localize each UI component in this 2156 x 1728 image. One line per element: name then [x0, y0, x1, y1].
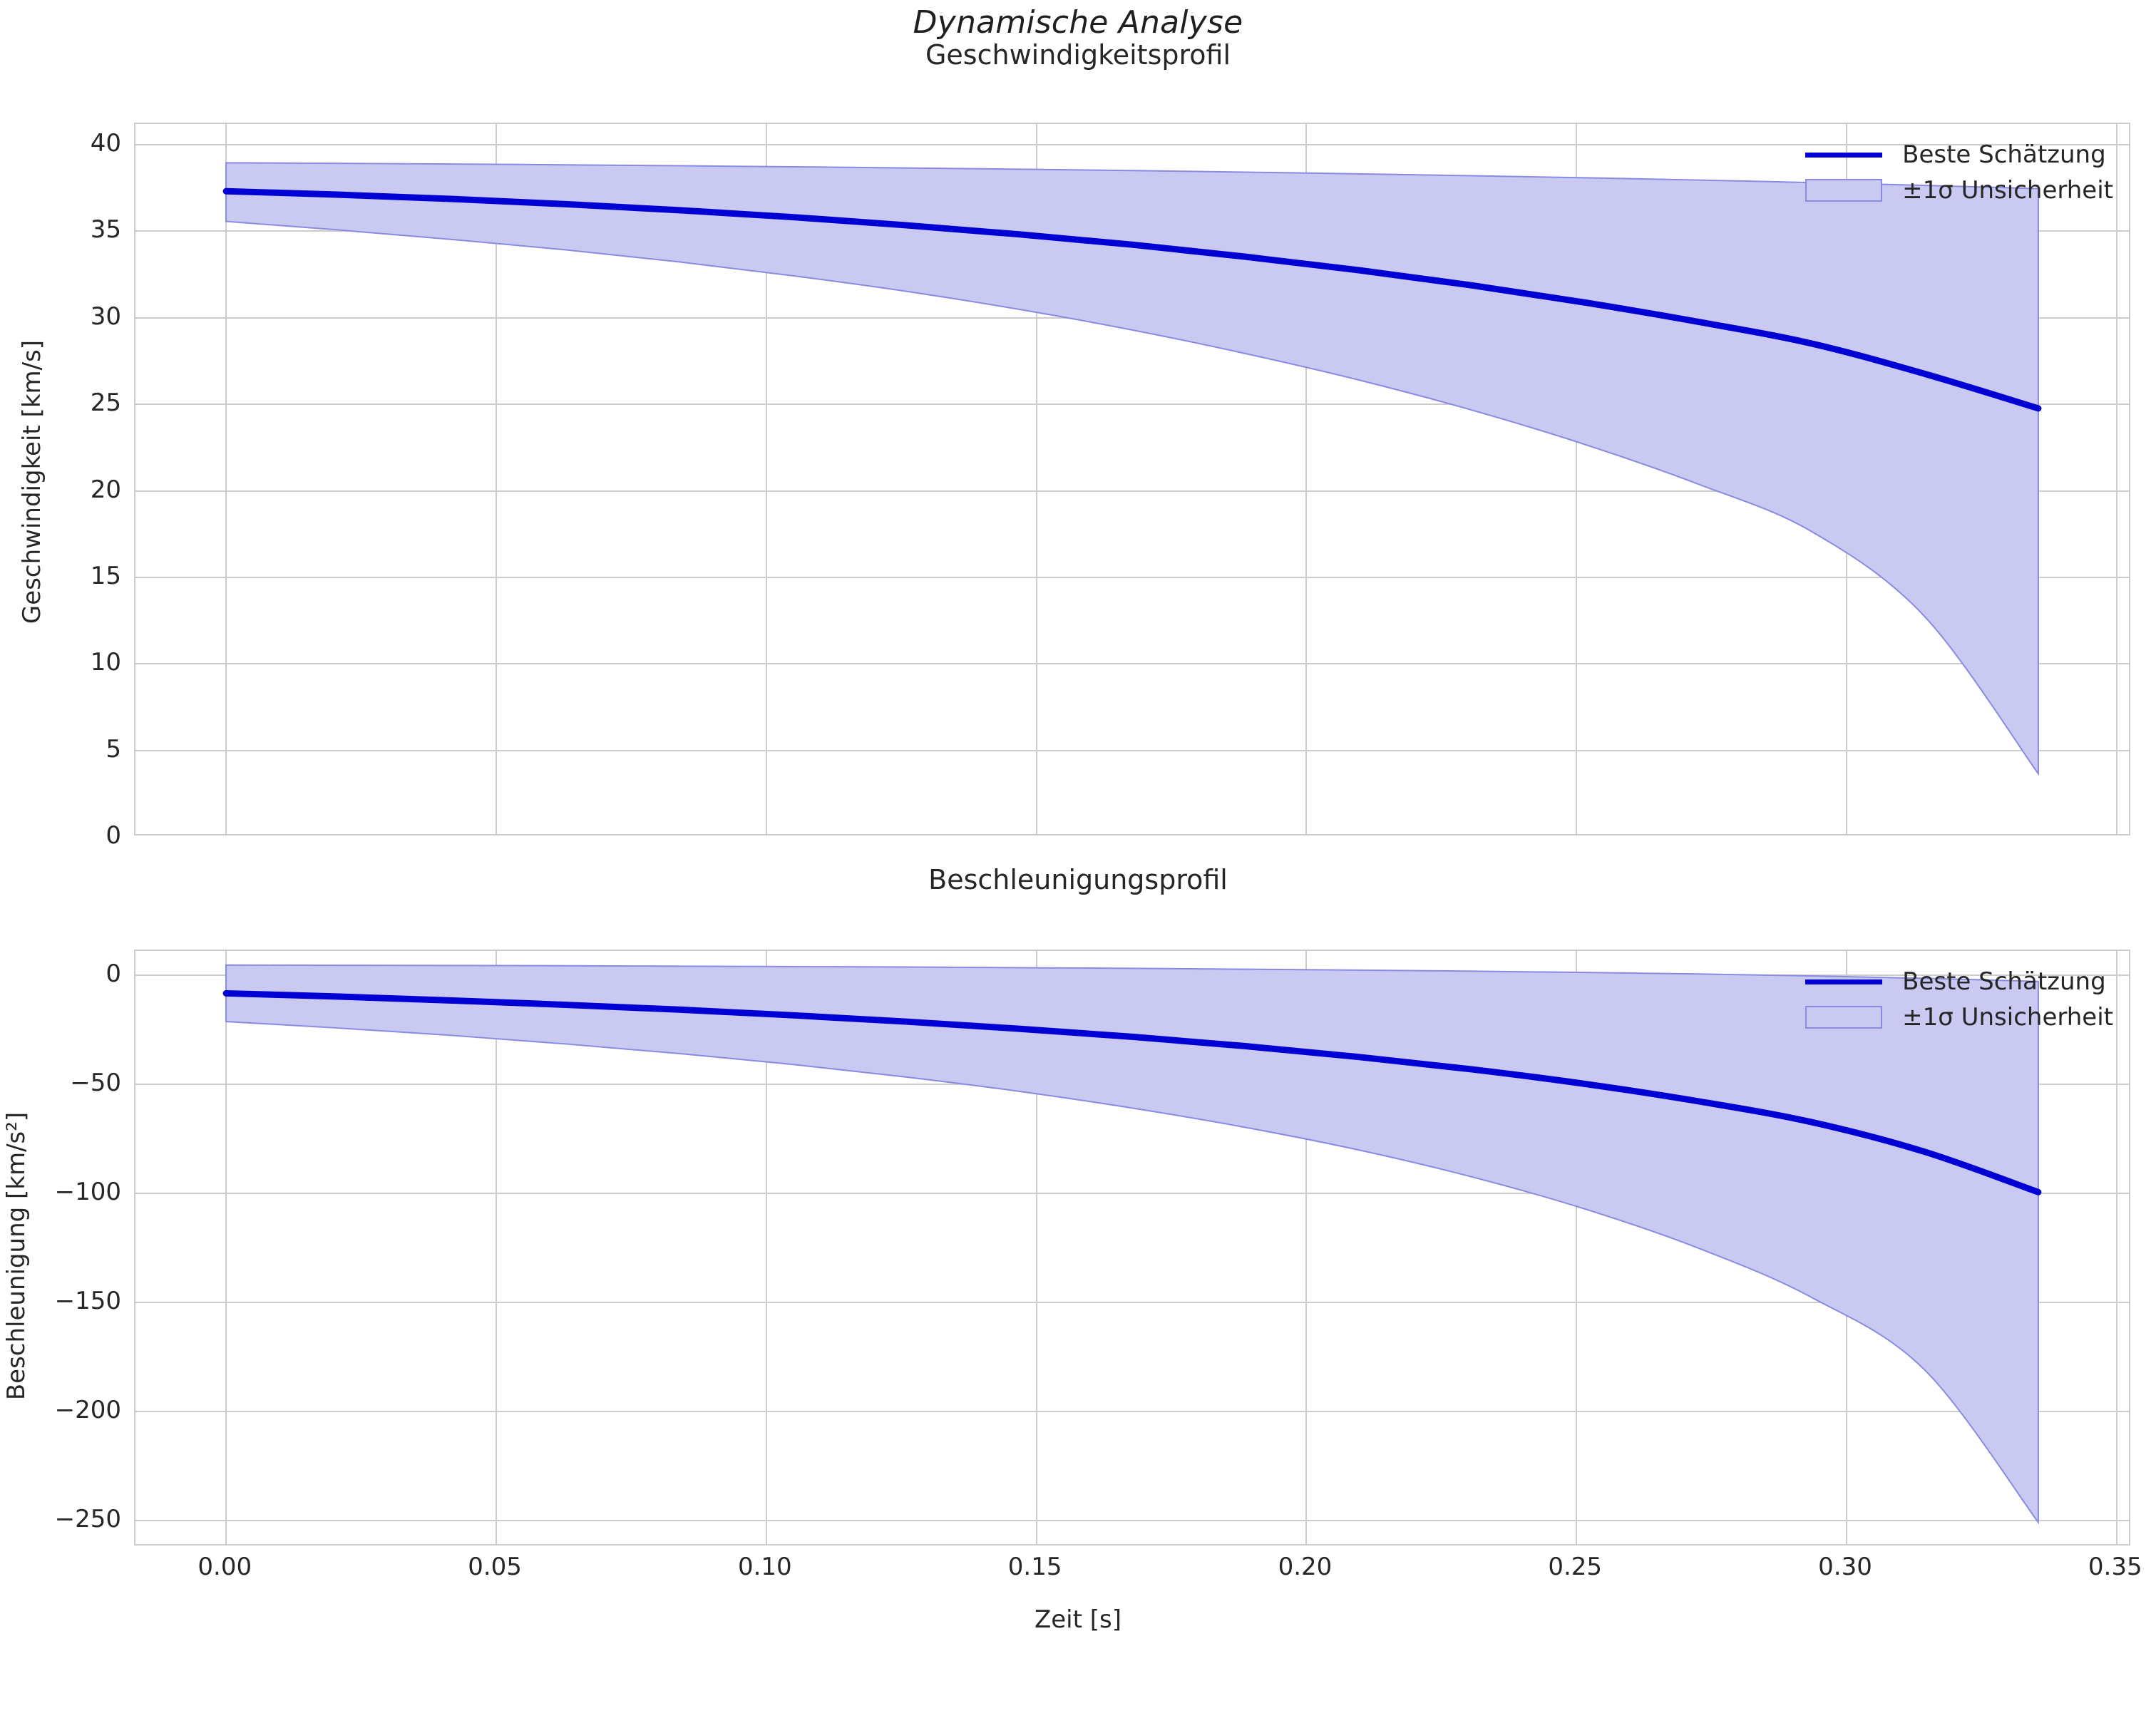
y-tick-label: 25: [90, 389, 121, 418]
gridline-horizontal: [135, 1411, 2129, 1413]
legend-line-label: Beste Schätzung: [1902, 140, 2106, 169]
gridline-vertical: [2115, 951, 2118, 1544]
legend-row-band: ±1σ Unsicherheit: [1801, 173, 2113, 208]
x-tick-label: 0.20: [1278, 1553, 1333, 1581]
acceleration-curves: [222, 964, 2042, 1525]
gridline-horizontal: [135, 1192, 2129, 1194]
gridline-vertical: [1305, 124, 1308, 834]
x-tick-label: 0.10: [737, 1553, 792, 1581]
legend-line-swatch: [1801, 967, 1886, 996]
legend-velocity: Beste Schätzung ±1σ Unsicherheit: [1790, 130, 2125, 217]
gridline-horizontal: [135, 403, 2129, 406]
figure-suptitle: Dynamische Analyse: [913, 4, 1243, 41]
legend-row-line: Beste Schätzung: [1801, 964, 2113, 999]
y-tick-label: 30: [90, 302, 121, 331]
gridline-vertical: [765, 124, 767, 834]
gridline-vertical: [496, 951, 498, 1544]
gridline-horizontal: [135, 490, 2129, 492]
y-tick-label: −50: [70, 1068, 121, 1097]
y-axis-label-acceleration: Beschleunigung [km/s²]: [2, 1111, 31, 1401]
gridline-horizontal: [135, 1302, 2129, 1304]
legend-row-band: ±1σ Unsicherheit: [1801, 999, 2113, 1035]
y-tick-label: −100: [54, 1177, 121, 1206]
legend-band-swatch: [1801, 176, 1886, 205]
y-tick-label: 40: [90, 129, 121, 158]
gridline-vertical: [1035, 951, 1037, 1544]
gridline-vertical: [1305, 951, 1308, 1544]
velocity-plot-area: Beste Schätzung ±1σ Unsicherheit: [134, 123, 2130, 835]
best-estimate-line: [222, 187, 2042, 412]
legend-line-swatch: [1801, 140, 1886, 169]
y-tick-label: 0: [106, 959, 121, 988]
legend-band-label: ±1σ Unsicherheit: [1902, 176, 2113, 205]
gridline-horizontal: [135, 1520, 2129, 1522]
y-tick-label: −250: [54, 1505, 121, 1534]
acceleration-plot-area: Beste Schätzung ±1σ Unsicherheit: [134, 950, 2130, 1546]
x-tick-label: 0.35: [2088, 1553, 2142, 1581]
x-tick-label: 0.30: [1818, 1553, 1872, 1581]
legend-band-label: ±1σ Unsicherheit: [1902, 1003, 2113, 1032]
gridline-horizontal: [135, 576, 2129, 578]
gridline-horizontal: [135, 663, 2129, 665]
x-tick-label: 0.15: [1007, 1553, 1062, 1581]
gridline-vertical: [1035, 124, 1037, 834]
legend-line-label: Beste Schätzung: [1902, 967, 2106, 996]
subplot-title-acceleration: Beschleunigungsprofil: [928, 864, 1228, 895]
y-tick-label: −200: [54, 1396, 121, 1425]
y-tick-label: 0: [106, 821, 121, 850]
y-tick-label: 15: [90, 561, 121, 590]
x-tick-label: 0.25: [1548, 1553, 1603, 1581]
x-tick-label: 0.00: [197, 1553, 252, 1581]
legend-row-line: Beste Schätzung: [1801, 137, 2113, 173]
gridline-horizontal: [135, 144, 2129, 146]
velocity-curves: [222, 162, 2042, 776]
gridline-vertical: [225, 124, 227, 834]
y-tick-label: 35: [90, 215, 121, 245]
uncertainty-band: [225, 964, 2039, 1525]
best-estimate-line: [222, 989, 2042, 1195]
y-tick-label: 5: [106, 734, 121, 763]
y-tick-label: 10: [90, 648, 121, 677]
gridline-horizontal: [135, 749, 2129, 751]
x-tick-label: 0.05: [468, 1553, 522, 1581]
x-axis-label: Zeit [s]: [1034, 1605, 1122, 1634]
y-tick-labels-acceleration: 0 −50 −100 −150 −200 −250: [0, 950, 121, 1546]
gridline-vertical: [1576, 951, 1578, 1544]
gridline-vertical: [496, 124, 498, 834]
gridline-vertical: [2115, 124, 2118, 834]
y-axis-label-velocity: Geschwindigkeit [km/s]: [18, 339, 46, 624]
uncertainty-band: [225, 162, 2039, 776]
gridline-vertical: [765, 951, 767, 1544]
legend-band-swatch: [1801, 1003, 1886, 1032]
subplot-title-velocity: Geschwindigkeitsprofil: [925, 39, 1231, 71]
legend-acceleration: Beste Schätzung ±1σ Unsicherheit: [1790, 957, 2125, 1044]
y-tick-label: −150: [54, 1287, 121, 1316]
gridline-vertical: [225, 951, 227, 1544]
y-tick-labels-velocity: 0 5 10 15 20 25 30 35 40: [0, 123, 121, 850]
gridline-vertical: [1576, 124, 1578, 834]
y-tick-label: 20: [90, 475, 121, 504]
